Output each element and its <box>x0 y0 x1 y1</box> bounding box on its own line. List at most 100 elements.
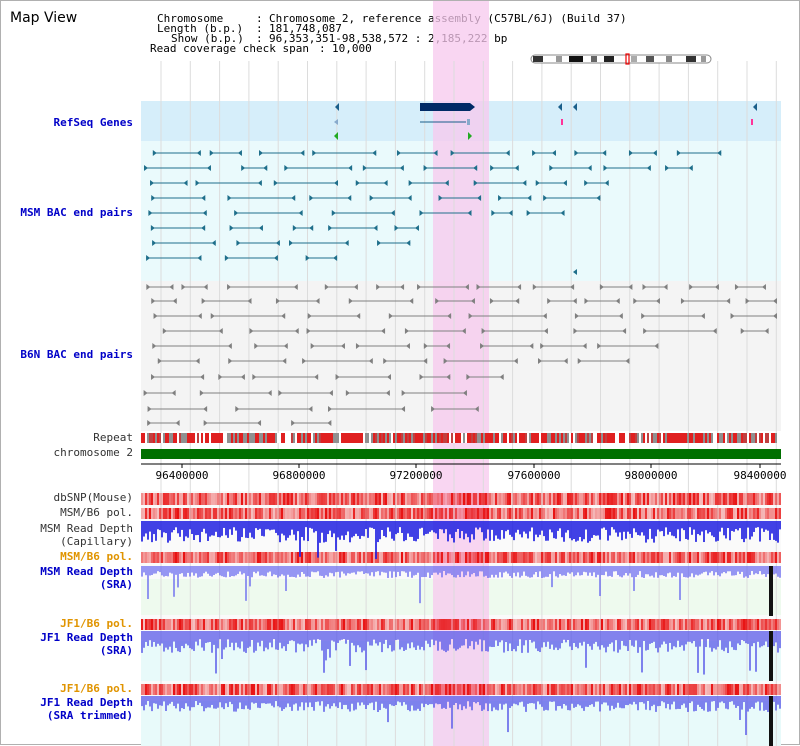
jf1-sra-depth <box>689 631 691 642</box>
dbsnp-cell <box>743 493 745 505</box>
label-b6n-bac[interactable]: B6N BAC end pairs <box>20 348 133 361</box>
dbsnp-cell <box>581 493 583 505</box>
msm-b6-pol2-cell <box>523 552 525 563</box>
msm-b6-pol-cell <box>347 508 349 519</box>
msm-bac-pair-end <box>419 210 424 216</box>
jf1-sra-depth <box>661 631 663 645</box>
jf1-trimmed-depth <box>741 696 743 710</box>
jf1-trimmed-depth <box>227 696 229 708</box>
dbsnp-cell <box>389 493 391 505</box>
jf1-b6-pol-cell <box>521 619 523 630</box>
msm-b6-pol2-cell <box>779 552 781 563</box>
b6n-bac-pair-end <box>537 358 542 364</box>
msm-capillary-depth <box>315 521 317 532</box>
msm-bac-pair-end <box>498 195 503 201</box>
msm-b6-pol2-cell <box>703 552 705 563</box>
msm-capillary-depth <box>373 521 375 529</box>
msm-sra-depth <box>715 566 717 573</box>
jf1-sra-depth <box>477 631 479 645</box>
jf1-b6-pol-cell <box>523 619 525 630</box>
msm-sra-depth <box>647 566 649 575</box>
b6n-bac-pair-end <box>642 284 647 290</box>
b6n-bac-pair-end <box>315 298 320 304</box>
jf1-b6-pol2-cell <box>149 684 151 695</box>
msm-b6-pol2-cell <box>509 552 511 563</box>
repeat-segment <box>197 433 199 443</box>
msm-capillary-depth <box>647 521 649 540</box>
msm-capillary-depth <box>169 521 171 541</box>
msm-capillary-depth <box>259 521 261 529</box>
jf1-b6-pol2-cell <box>231 684 233 695</box>
jf1-trimmed-depth <box>375 696 377 702</box>
msm-b6-pol2-cell <box>651 552 653 563</box>
jf1-b6-pol2-cell <box>379 684 381 695</box>
msm-b6-pol2-cell <box>363 552 365 563</box>
jf1-b6-pol-cell <box>557 619 559 630</box>
jf1-trimmed-depth <box>743 696 745 703</box>
msm-b6-pol-cell <box>305 508 307 519</box>
jf1-b6-pol2-cell <box>395 684 397 695</box>
msm-b6-pol-cell <box>505 508 507 519</box>
msm-sra-depth <box>161 566 163 576</box>
jf1-sra-depth <box>563 631 565 640</box>
dbsnp-cell <box>637 493 639 505</box>
msm-sra-depth <box>473 566 475 573</box>
msm-b6-pol2-cell <box>421 552 423 563</box>
label-msm-depth-sra[interactable]: MSM Read Depth <box>40 565 133 578</box>
msm-bac-pair-end <box>331 210 336 216</box>
jf1-sra-depth <box>619 631 621 650</box>
msm-capillary-depth <box>471 521 473 535</box>
dbsnp-cell <box>609 493 611 505</box>
b6n-bac-pair-end <box>443 358 448 364</box>
jf1-sra-depth <box>291 631 293 641</box>
jf1-b6-pol2-cell <box>215 684 217 695</box>
msm-sra-depth <box>265 566 267 577</box>
msm-b6-pol-cell <box>177 508 179 519</box>
msm-capillary-depth <box>665 521 667 528</box>
jf1-trimmed-depth <box>575 696 577 707</box>
label-jf1-depth-trimmed[interactable]: JF1 Read Depth <box>40 696 133 709</box>
msm-capillary-depth <box>619 521 621 533</box>
msm-capillary-depth <box>695 521 697 542</box>
msm-capillary-depth <box>765 521 767 530</box>
dbsnp-cell <box>599 493 601 505</box>
jf1-b6-pol2-cell <box>485 684 487 695</box>
jf1-b6-pol-cell <box>151 619 153 630</box>
msm-capillary-depth <box>497 521 499 539</box>
jf1-b6-pol-cell <box>705 619 707 630</box>
repeat-segment <box>497 433 499 443</box>
jf1-sra-depth <box>363 631 365 651</box>
msm-b6-pol-cell <box>337 508 339 519</box>
label-jf1-depth-sra[interactable]: JF1 Read Depth <box>40 631 133 644</box>
label-msm-b6-pol-2: MSM/B6 pol. <box>60 550 133 563</box>
msm-b6-pol-cell <box>285 508 287 519</box>
msm-sra-depth <box>555 566 557 577</box>
dbsnp-cell <box>559 493 561 505</box>
jf1-b6-pol-cell <box>495 619 497 630</box>
msm-capillary-depth <box>303 521 305 541</box>
label-msm-bac[interactable]: MSM BAC end pairs <box>20 206 133 219</box>
msm-b6-pol2-cell <box>623 552 625 563</box>
dbsnp-cell <box>249 493 251 505</box>
jf1-b6-pol2-cell <box>661 684 663 695</box>
msm-sra-depth <box>435 566 437 573</box>
dbsnp-cell <box>455 493 457 505</box>
label-refseq-genes[interactable]: RefSeq Genes <box>53 116 133 129</box>
repeat-segment <box>685 433 687 443</box>
msm-b6-pol2-cell <box>241 552 243 563</box>
refseq-gene-arrow <box>468 132 472 140</box>
jf1-b6-pol-cell <box>205 619 207 630</box>
jf1-trimmed-depth <box>153 696 155 704</box>
repeat-segment <box>283 433 285 443</box>
jf1-trimmed-depth <box>707 696 709 712</box>
jf1-sra-depth <box>205 631 207 643</box>
jf1-b6-pol2-cell <box>295 684 297 695</box>
jf1-trimmed-depth <box>775 696 777 711</box>
jf1-b6-pol-cell <box>399 619 401 630</box>
msm-b6-pol-cell <box>535 508 537 519</box>
msm-b6-pol2-cell <box>329 552 331 563</box>
jf1-b6-pol-cell <box>563 619 565 630</box>
msm-b6-pol2-cell <box>745 552 747 563</box>
jf1-sra-depth <box>395 631 397 641</box>
